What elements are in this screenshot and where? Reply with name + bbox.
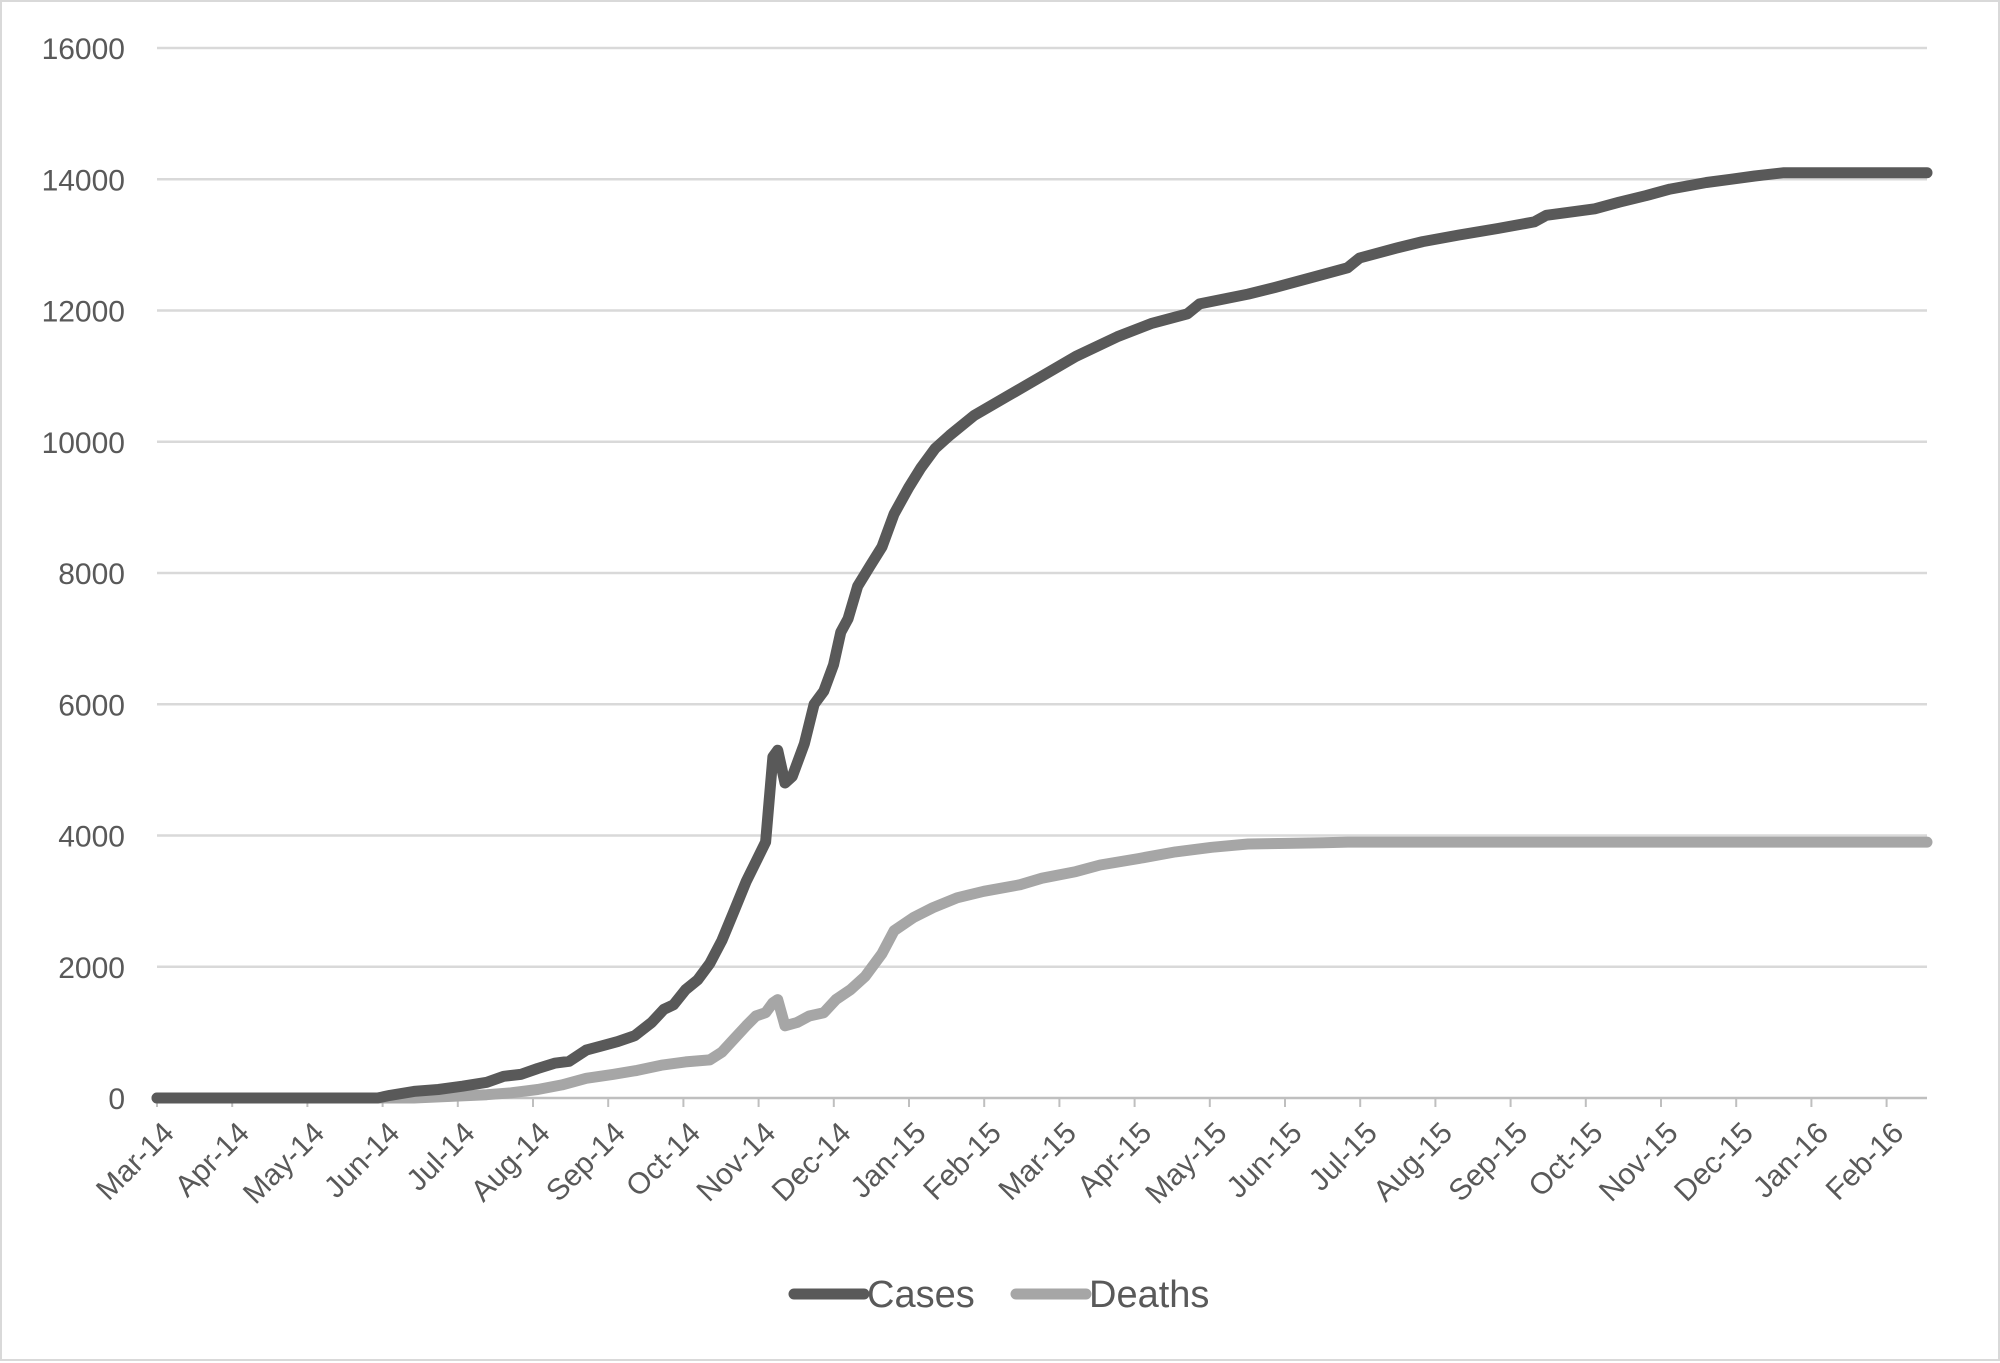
x-tick-label: Jan-16: [1747, 1116, 1835, 1204]
x-tick-label: Jun-14: [318, 1116, 406, 1204]
y-tick-label: 16000: [42, 33, 125, 66]
x-tick-label: May-15: [1139, 1116, 1233, 1210]
y-tick-label: 8000: [58, 558, 125, 591]
y-tick-label: 0: [108, 1083, 125, 1116]
x-tick-label: Dec-15: [1668, 1116, 1760, 1208]
y-tick-label: 10000: [42, 427, 125, 460]
x-tick-label: Feb-16: [1820, 1116, 1911, 1207]
x-tick-label: Feb-15: [917, 1116, 1008, 1207]
legend: Cases Deaths: [788, 1274, 1209, 1316]
series-lines: [151, 167, 1933, 1104]
y-tick-label: 6000: [58, 689, 125, 722]
x-tick-label: Sep-15: [1443, 1116, 1535, 1208]
x-tick-label: Aug-14: [465, 1116, 557, 1208]
x-tick-label: Sep-14: [540, 1116, 632, 1208]
x-axis-tick-labels: Mar-14Apr-14May-14Jun-14Jul-14Aug-14Sep-…: [90, 1116, 1910, 1210]
y-tick-label: 12000: [42, 296, 125, 329]
gridlines: [157, 46, 1927, 968]
x-tick-label: Nov-14: [691, 1116, 783, 1208]
x-tick-label: May-14: [237, 1116, 331, 1210]
series-line-cases: [151, 167, 1933, 1104]
series-line-deaths: [151, 836, 1933, 1104]
legend-label-cases: Cases: [867, 1274, 975, 1316]
y-tick-label: 4000: [58, 821, 125, 854]
legend-label-deaths: Deaths: [1089, 1274, 1209, 1316]
x-tick-label: Mar-15: [993, 1116, 1084, 1207]
x-tick-label: Jun-15: [1220, 1116, 1308, 1204]
y-axis-tick-labels: 0 2000 4000 6000 8000 10000 12000 14000 16000: [42, 33, 125, 1116]
x-tick-label: Oct-15: [1522, 1116, 1609, 1203]
x-tick-label: Mar-14: [90, 1116, 181, 1207]
y-tick-label: 2000: [58, 952, 125, 985]
x-tick-label: Nov-15: [1593, 1116, 1685, 1208]
x-tick-label: Aug-15: [1367, 1116, 1459, 1208]
x-tick-label: Dec-14: [766, 1116, 858, 1208]
x-tick-label: Jan-15: [844, 1116, 932, 1204]
x-tick-label: Oct-14: [620, 1116, 707, 1203]
y-tick-label: 14000: [42, 164, 125, 197]
